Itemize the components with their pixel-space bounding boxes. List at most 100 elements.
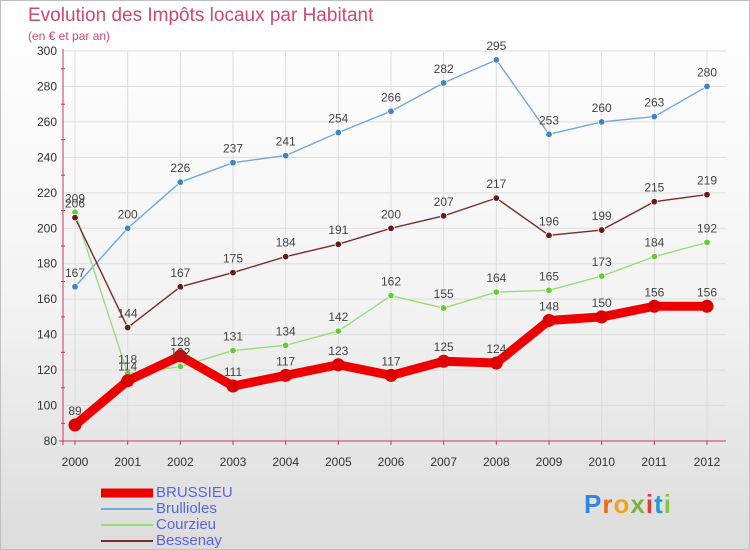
brand-letter: P: [584, 489, 603, 519]
y-tick-label: 260: [37, 115, 57, 129]
x-tick-label: 2008: [483, 455, 510, 469]
data-label-courzieu: 155: [434, 287, 454, 301]
data-point-bessenay: [71, 213, 79, 222]
data-point-courzieu: [334, 327, 343, 335]
data-point-bessenay: [492, 194, 501, 202]
x-tick-label: 2001: [114, 455, 141, 469]
data-point-bessenay: [229, 268, 237, 277]
y-tick-label: 180: [37, 257, 57, 271]
data-point-brullioles: [650, 112, 659, 121]
data-label-courzieu: 184: [644, 236, 664, 250]
data-label-brussieu: 114: [118, 360, 137, 374]
x-tick-label: 2009: [536, 455, 563, 469]
data-point-brullioles: [597, 118, 606, 126]
data-point-courzieu: [281, 341, 290, 349]
legend-swatch: [101, 488, 153, 498]
data-label-bessenay: 199: [592, 209, 612, 223]
data-point-courzieu: [387, 291, 395, 300]
data-point-bessenay: [650, 197, 659, 206]
brand-letter: x: [630, 489, 646, 519]
y-tick-label: 240: [37, 150, 57, 164]
x-tick-label: 2002: [167, 455, 194, 469]
data-label-brussieu: 156: [697, 285, 717, 299]
data-point-brullioles: [229, 158, 237, 167]
data-point-brussieu: [384, 368, 398, 382]
data-point-brullioles: [492, 56, 501, 64]
brand-logo: Proxiti: [584, 489, 672, 520]
x-tick-label: 2012: [694, 455, 721, 469]
y-tick-label: 300: [37, 44, 57, 58]
legend-swatch: [101, 508, 153, 510]
data-point-courzieu: [545, 286, 553, 295]
data-label-bessenay: 200: [381, 207, 401, 221]
data-label-brullioles: 241: [276, 135, 296, 149]
data-point-brullioles: [703, 82, 711, 91]
y-tick-label: 140: [37, 328, 57, 342]
data-label-bessenay: 219: [697, 174, 717, 188]
x-tick-label: 2004: [272, 455, 299, 469]
data-label-brussieu: 89: [68, 404, 82, 418]
data-point-bessenay: [176, 283, 185, 291]
data-point-courzieu: [439, 304, 448, 312]
data-label-bessenay: 207: [434, 195, 454, 209]
legend-swatch: [101, 540, 153, 542]
x-tick-label: 2011: [641, 455, 667, 469]
data-label-brullioles: 266: [381, 90, 401, 104]
data-point-brussieu: [121, 374, 135, 388]
data-point-brullioles: [545, 130, 553, 139]
data-point-brullioles: [281, 151, 290, 160]
data-label-bessenay: 191: [328, 223, 348, 237]
data-point-courzieu: [229, 346, 237, 355]
x-tick-label: 2005: [325, 455, 352, 469]
data-point-brussieu: [226, 379, 240, 393]
y-tick-label: 200: [37, 221, 57, 235]
data-point-courzieu: [703, 238, 711, 247]
data-point-brussieu: [700, 299, 714, 313]
data-label-bessenay: 217: [486, 177, 506, 191]
data-label-brussieu: 117: [381, 354, 400, 368]
data-label-courzieu: 192: [697, 221, 717, 235]
data-label-brussieu: 148: [539, 299, 559, 313]
data-label-brullioles: 295: [486, 39, 506, 53]
data-label-courzieu: 209: [65, 191, 85, 205]
legend-label: Courzieu: [156, 516, 217, 533]
data-label-brullioles: 253: [539, 113, 559, 127]
data-label-brussieu: 117: [276, 354, 295, 368]
legend-label: BRUSSIEU: [156, 484, 233, 501]
data-point-brussieu: [542, 313, 556, 327]
data-label-courzieu: 162: [381, 275, 401, 289]
data-point-bessenay: [123, 323, 132, 332]
data-label-brussieu: 128: [170, 335, 190, 349]
legend-label: Bessenay: [156, 532, 222, 549]
data-point-brullioles: [176, 178, 185, 186]
data-label-brussieu: 123: [328, 344, 348, 358]
data-point-bessenay: [439, 212, 448, 220]
x-tick-label: 2007: [430, 455, 457, 469]
data-point-brussieu: [647, 299, 661, 313]
data-label-brullioles: 167: [65, 266, 85, 280]
data-label-brussieu: 124: [486, 342, 506, 356]
data-point-bessenay: [281, 252, 290, 261]
data-label-courzieu: 165: [539, 269, 559, 283]
data-label-courzieu: 142: [328, 310, 348, 324]
data-label-bessenay: 144: [118, 307, 138, 321]
data-point-bessenay: [703, 190, 711, 199]
data-label-courzieu: 164: [486, 271, 506, 285]
data-label-courzieu: 118: [118, 353, 137, 367]
brand-letter: i: [645, 489, 655, 519]
data-point-brussieu: [68, 418, 82, 432]
data-point-brussieu: [437, 354, 451, 368]
data-point-bessenay: [387, 224, 395, 232]
data-point-courzieu: [597, 272, 606, 280]
data-label-bessenay: 206: [65, 197, 85, 211]
data-point-bessenay: [545, 231, 553, 240]
data-point-bessenay: [597, 226, 606, 234]
x-tick-label: 2006: [378, 455, 405, 469]
y-tick-label: 120: [37, 363, 57, 377]
x-tick-label: 2000: [62, 455, 89, 469]
chart-title: Evolution des Impôts locaux par Habitant: [28, 5, 374, 26]
data-label-bessenay: 184: [276, 236, 296, 250]
y-tick-label: 160: [37, 292, 57, 306]
data-label-brullioles: 200: [118, 207, 138, 221]
